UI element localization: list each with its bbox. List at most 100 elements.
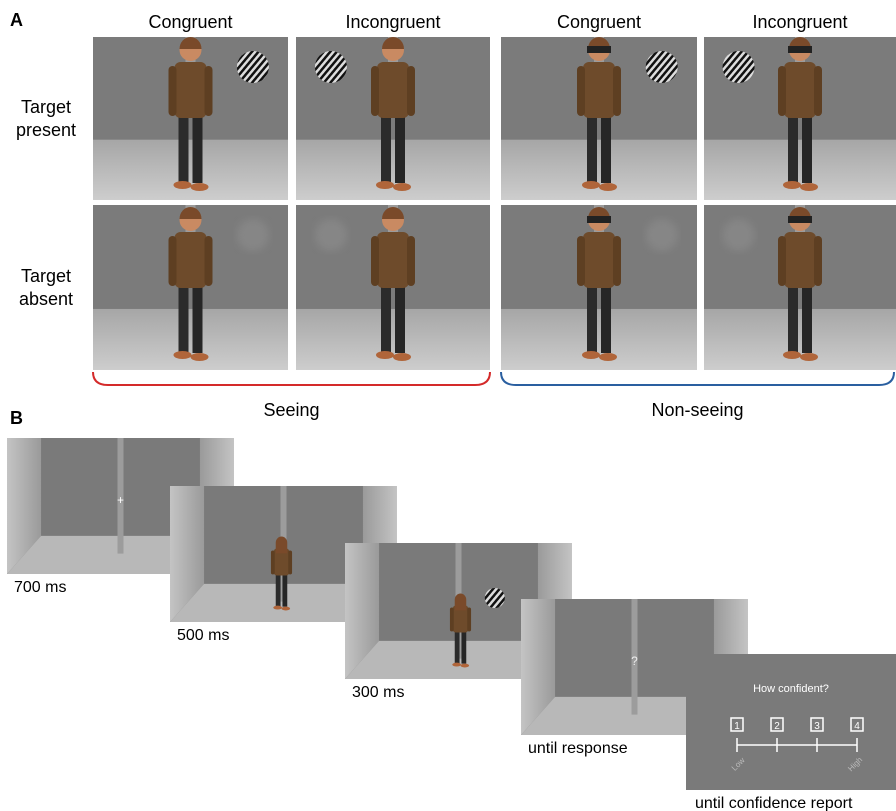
arm — [778, 236, 786, 286]
avatar — [270, 536, 293, 611]
torso — [583, 232, 615, 288]
blindfold — [587, 46, 611, 53]
torso — [784, 62, 816, 118]
grating — [645, 51, 678, 83]
leg — [802, 285, 812, 353]
avatar — [449, 593, 472, 668]
shoe — [599, 353, 617, 361]
leg — [395, 115, 405, 183]
row-label: Target present — [15, 97, 77, 140]
step-duration: 300 ms — [352, 684, 404, 701]
leg — [178, 115, 189, 183]
column-header: Incongruent — [752, 12, 847, 32]
fixation-cross: + — [117, 493, 124, 507]
shoe — [376, 181, 394, 189]
scene-floor — [704, 308, 896, 370]
step-duration: 700 ms — [14, 579, 66, 596]
leg — [192, 115, 203, 183]
option-label: 3 — [814, 721, 820, 732]
shoe — [800, 183, 818, 191]
option-box — [770, 717, 784, 732]
side-wall — [345, 543, 380, 679]
grating — [722, 51, 755, 83]
shoe — [800, 353, 818, 361]
grating — [484, 588, 505, 608]
arm — [449, 607, 454, 632]
faint-target — [722, 219, 755, 251]
side-wall — [7, 438, 42, 574]
option-box — [730, 717, 744, 732]
arm — [288, 550, 293, 575]
hair — [382, 207, 404, 219]
avatar — [168, 37, 213, 191]
step-duration: until response — [528, 740, 628, 757]
shoe — [783, 351, 801, 359]
hair — [179, 37, 202, 49]
avatar — [778, 207, 822, 361]
screen — [686, 654, 896, 790]
option-label: 1 — [734, 721, 740, 732]
group-bracket — [92, 371, 491, 386]
hair — [382, 37, 404, 49]
leg — [395, 285, 405, 353]
faint-target — [314, 219, 347, 251]
shoe — [281, 606, 291, 611]
arm — [168, 236, 177, 286]
arm — [407, 236, 415, 286]
leg — [802, 115, 812, 183]
group-label: Seeing — [263, 400, 319, 420]
torso — [452, 605, 469, 633]
scene-floor — [501, 139, 697, 200]
leg — [587, 285, 597, 353]
leg — [587, 115, 597, 183]
blindfold — [587, 216, 611, 223]
avatar — [371, 37, 415, 191]
column-header: Congruent — [557, 12, 641, 32]
arm — [407, 66, 415, 116]
group-label: Non-seeing — [651, 400, 743, 420]
leg — [381, 115, 391, 183]
arm — [371, 236, 379, 286]
torso — [377, 62, 409, 118]
avatar — [168, 207, 213, 361]
option-box — [850, 717, 864, 732]
leg — [788, 115, 798, 183]
faint-target — [645, 219, 678, 251]
hair — [275, 536, 288, 554]
arm — [204, 66, 213, 116]
hair — [454, 593, 467, 611]
leg — [275, 574, 281, 607]
leg — [601, 115, 611, 183]
shoe — [393, 353, 411, 361]
blindfold — [788, 46, 812, 53]
row-label: Target absent — [18, 266, 74, 309]
leg — [454, 631, 460, 664]
arm — [467, 607, 472, 632]
shoe — [460, 663, 470, 668]
pole — [117, 438, 124, 554]
shoe — [190, 353, 209, 361]
scene-floor — [296, 139, 490, 200]
leg — [461, 631, 467, 664]
pole — [631, 599, 638, 715]
shoe — [783, 181, 801, 189]
shoe — [393, 183, 411, 191]
leg — [192, 285, 203, 353]
arm — [778, 66, 786, 116]
grating — [236, 51, 269, 83]
torso — [784, 232, 816, 288]
column-header: Incongruent — [345, 12, 440, 32]
shoe — [376, 351, 394, 359]
leg — [601, 285, 611, 353]
arm — [371, 66, 379, 116]
torso — [174, 62, 207, 118]
shoe — [452, 662, 461, 667]
scene-floor — [296, 308, 490, 370]
torso — [273, 548, 290, 576]
avatar — [778, 37, 822, 191]
option-label: 4 — [854, 721, 860, 732]
avatar — [577, 207, 621, 361]
arm — [168, 66, 177, 116]
shoe — [273, 605, 282, 610]
